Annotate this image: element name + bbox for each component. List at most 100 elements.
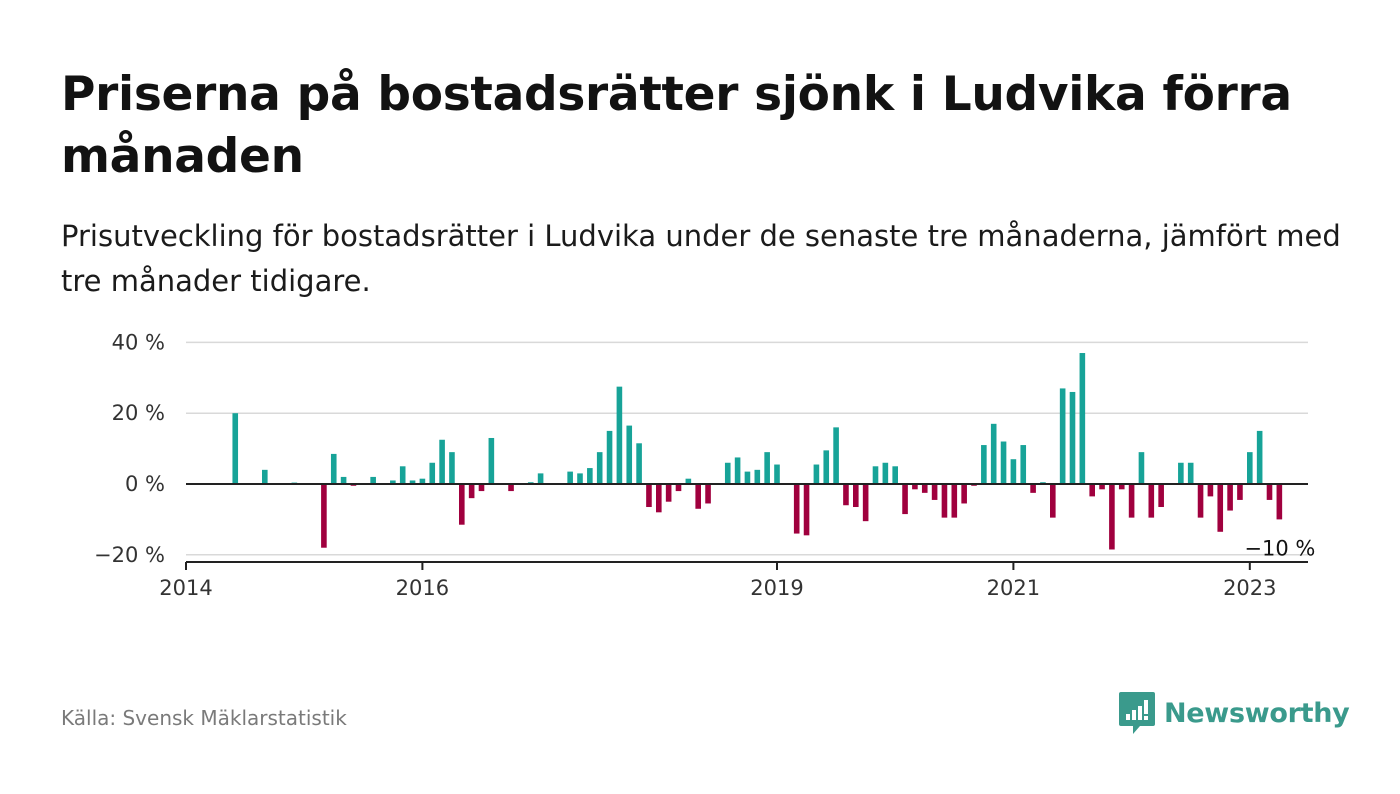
bar bbox=[892, 466, 898, 484]
y-tick-label: −20 % bbox=[94, 543, 165, 567]
bar bbox=[1217, 484, 1224, 532]
bar bbox=[449, 452, 455, 484]
bar bbox=[1128, 484, 1135, 518]
bar bbox=[468, 484, 475, 499]
bar bbox=[744, 471, 751, 484]
bar bbox=[1178, 462, 1184, 484]
bar bbox=[1079, 353, 1086, 484]
bar bbox=[1138, 452, 1145, 484]
bar bbox=[390, 480, 396, 484]
chart-title: Priserna på bostadsrätter sjönk i Ludvik… bbox=[61, 67, 1292, 184]
x-tick-label: 2021 bbox=[987, 576, 1040, 600]
bar bbox=[606, 430, 613, 484]
x-tick-label: 2014 bbox=[159, 576, 212, 600]
bar bbox=[941, 484, 948, 518]
x-tick-label: 2016 bbox=[396, 576, 449, 600]
bar bbox=[1256, 430, 1263, 484]
bar bbox=[459, 484, 465, 525]
bar bbox=[990, 423, 997, 484]
bar bbox=[1010, 459, 1017, 484]
newsworthy-logo-icon bbox=[1119, 692, 1155, 734]
bar bbox=[370, 476, 376, 484]
bar bbox=[1148, 484, 1155, 518]
bar bbox=[853, 484, 859, 508]
bar bbox=[262, 469, 268, 484]
bar bbox=[399, 466, 406, 484]
bar bbox=[321, 484, 327, 548]
gridlines bbox=[186, 341, 1308, 556]
x-tick-label: 2023 bbox=[1223, 576, 1276, 600]
tick-labels: 40 % 20 % 0 % −20 % 2014 2016 2019 2021 2023 −10 … bbox=[94, 330, 1315, 600]
bar bbox=[665, 484, 672, 502]
bar bbox=[596, 452, 603, 484]
bar bbox=[1276, 484, 1283, 520]
bar bbox=[872, 466, 879, 484]
bar bbox=[695, 484, 701, 509]
bar bbox=[1237, 484, 1243, 500]
bar bbox=[1187, 462, 1194, 484]
bar bbox=[646, 484, 652, 508]
bar bbox=[1059, 388, 1066, 484]
bar bbox=[1266, 484, 1273, 500]
bar bbox=[1099, 484, 1105, 490]
bar bbox=[636, 443, 642, 484]
brand-name: Newsworthy bbox=[1164, 697, 1350, 729]
bar bbox=[1000, 441, 1007, 484]
bar bbox=[685, 478, 692, 484]
bar bbox=[567, 471, 573, 484]
bar bbox=[981, 445, 987, 484]
bar bbox=[823, 450, 830, 484]
bar bbox=[1089, 484, 1095, 497]
bar bbox=[478, 484, 485, 492]
newsworthy-brand[interactable]: Newsworthy bbox=[1118, 690, 1350, 736]
bar bbox=[862, 484, 869, 522]
bar bbox=[705, 484, 711, 504]
bar bbox=[1109, 484, 1115, 550]
bar bbox=[232, 413, 239, 484]
bar bbox=[902, 484, 908, 515]
chart-subtitle: Prisutveckling för bostadsrätter i Ludvi… bbox=[61, 219, 1341, 298]
axes bbox=[185, 483, 1308, 570]
bar bbox=[921, 484, 928, 493]
bar bbox=[577, 473, 583, 484]
last-value-label: −10 % bbox=[1244, 536, 1315, 560]
bar bbox=[754, 469, 761, 484]
bar bbox=[656, 484, 662, 513]
bar bbox=[409, 480, 416, 484]
bar bbox=[675, 484, 682, 492]
bar bbox=[961, 484, 967, 504]
y-tick-label: 0 % bbox=[125, 472, 165, 496]
bar bbox=[813, 464, 820, 484]
bar bbox=[439, 439, 445, 484]
bar bbox=[803, 484, 810, 536]
bar bbox=[537, 473, 544, 484]
source-note: Källa: Svensk Mäklarstatistik bbox=[61, 706, 347, 730]
bar bbox=[764, 452, 770, 484]
bar bbox=[1118, 484, 1125, 490]
bar bbox=[419, 478, 426, 484]
bar-series bbox=[232, 353, 1283, 550]
bar bbox=[587, 468, 593, 484]
y-tick-label: 20 % bbox=[112, 401, 165, 425]
bar bbox=[1020, 445, 1027, 484]
bar bbox=[1030, 484, 1036, 493]
bar bbox=[912, 484, 918, 490]
bar bbox=[488, 437, 495, 484]
bar bbox=[724, 462, 731, 484]
bar bbox=[1069, 391, 1076, 484]
bar bbox=[882, 462, 889, 484]
bar bbox=[951, 484, 958, 518]
bar bbox=[429, 462, 436, 484]
bar bbox=[616, 386, 623, 484]
bar bbox=[508, 484, 514, 492]
bar bbox=[793, 484, 800, 534]
bar bbox=[340, 476, 347, 484]
bar bbox=[774, 464, 780, 484]
bar bbox=[1050, 484, 1056, 518]
bar bbox=[833, 427, 839, 484]
bar bbox=[330, 453, 337, 484]
y-tick-label: 40 % bbox=[112, 330, 165, 354]
bar bbox=[931, 484, 938, 500]
bar bbox=[734, 457, 741, 484]
bar bbox=[1247, 452, 1253, 484]
